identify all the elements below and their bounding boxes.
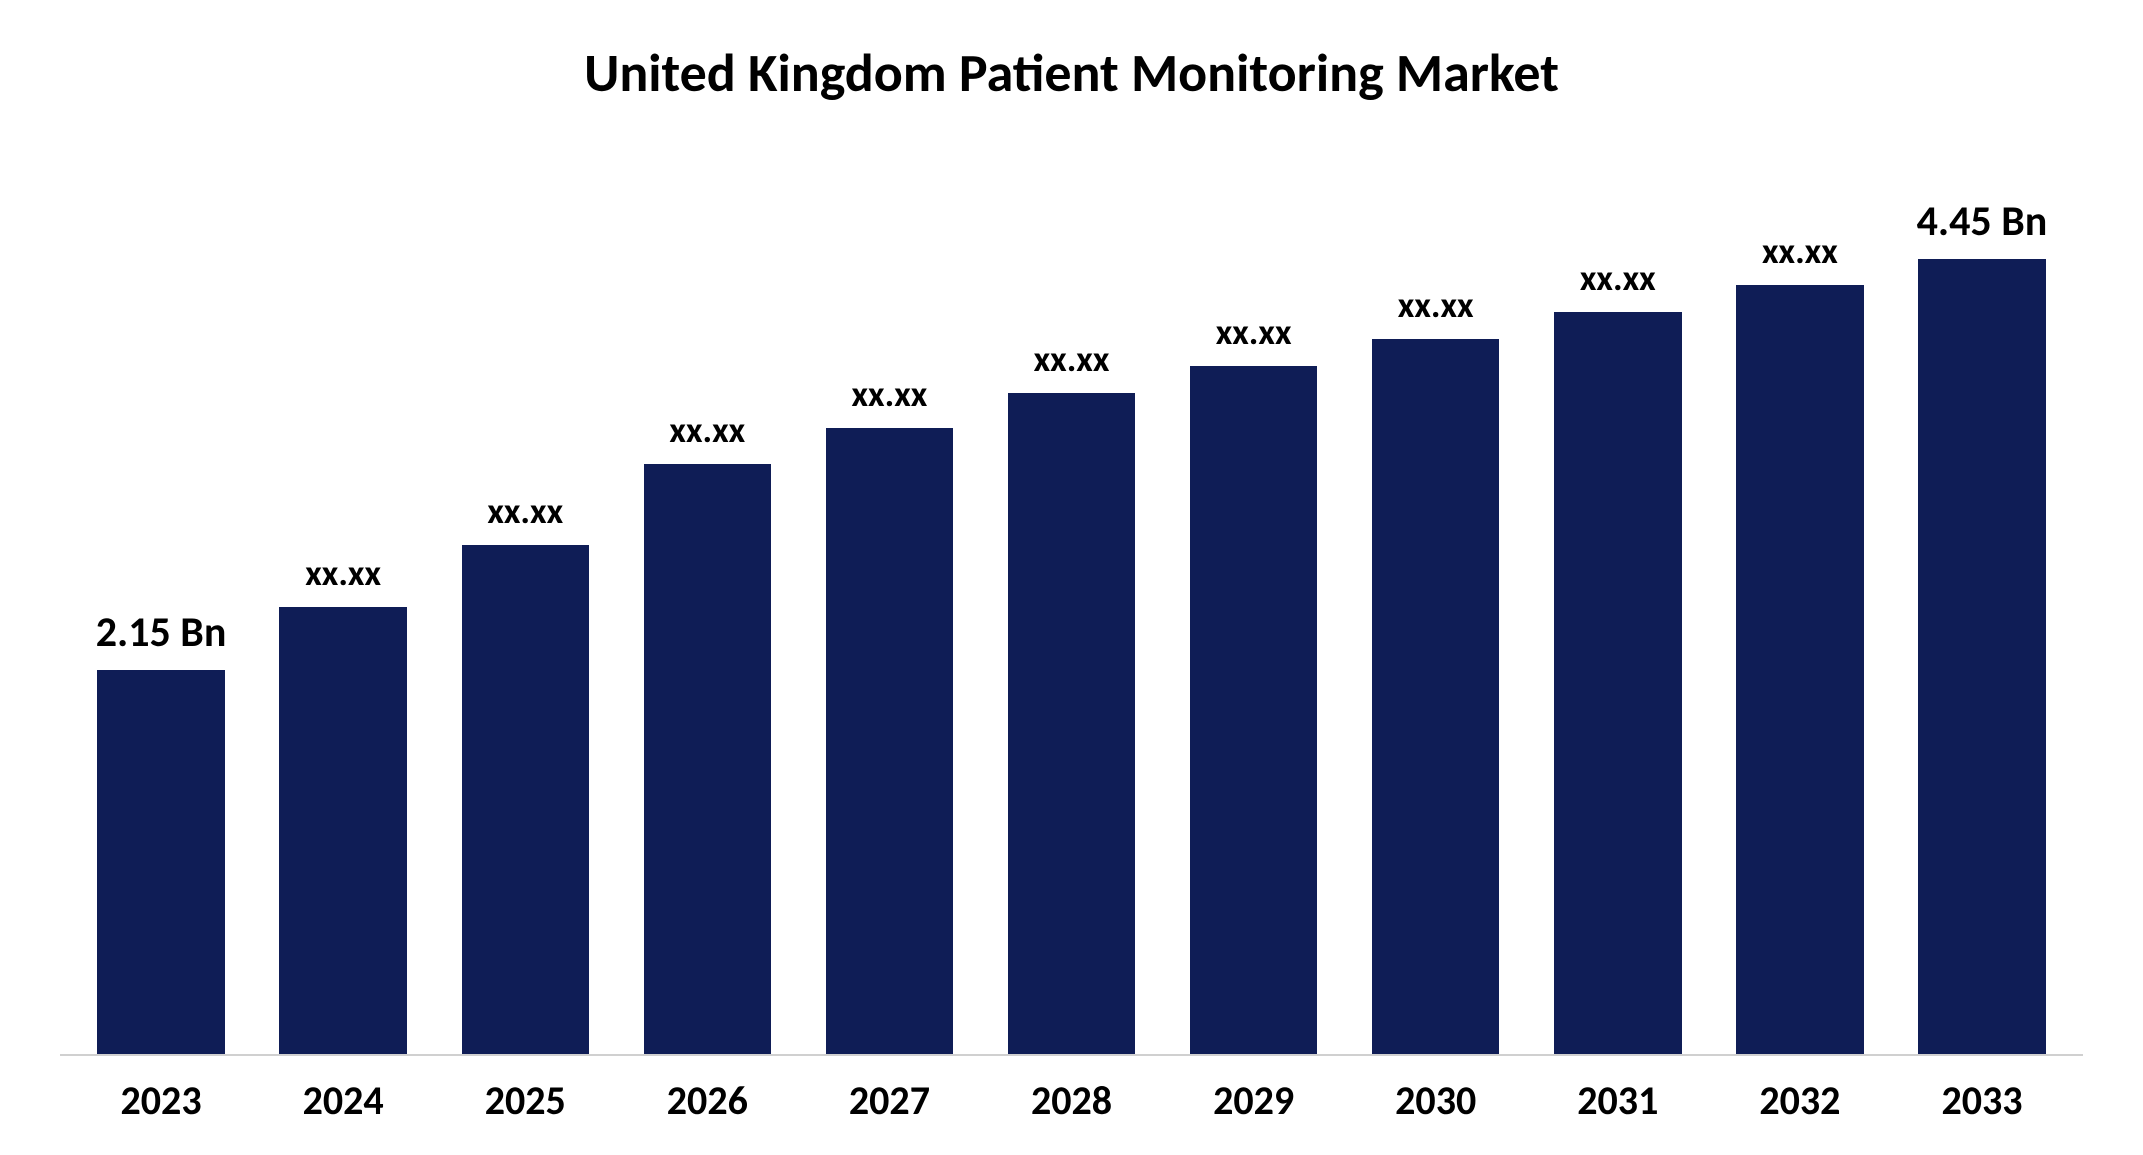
bar-slot: xx.xx — [434, 196, 616, 1054]
bar-slot: xx.xx — [616, 196, 798, 1054]
x-axis-label: 2023 — [70, 1076, 252, 1125]
x-axis-label: 2028 — [980, 1076, 1162, 1125]
bar-slot: 4.45 Bn — [1891, 196, 2073, 1054]
bar-value-label: xx.xx — [1034, 337, 1110, 393]
x-axis-label: 2031 — [1527, 1076, 1709, 1125]
bar-slot: xx.xx — [980, 196, 1162, 1054]
bar: xx.xx — [279, 607, 406, 1054]
chart-plot-area: 2.15 Bnxx.xxxx.xxxx.xxxx.xxxx.xxxx.xxxx.… — [60, 196, 2083, 1056]
x-axis-label: 2024 — [252, 1076, 434, 1125]
bar-slot: xx.xx — [1527, 196, 1709, 1054]
bar-value-label: xx.xx — [669, 408, 745, 464]
bar: xx.xx — [1372, 339, 1499, 1054]
bar: xx.xx — [1190, 366, 1317, 1054]
bar-value-label: xx.xx — [305, 551, 381, 607]
bar-slot: xx.xx — [1163, 196, 1345, 1054]
bar-slot: xx.xx — [798, 196, 980, 1054]
bar: xx.xx — [826, 428, 953, 1054]
chart-x-axis: 2023202420252026202720282029203020312032… — [60, 1056, 2083, 1125]
bar: xx.xx — [644, 464, 771, 1054]
chart-container: United Kingdom Patient Monitoring Market… — [0, 0, 2143, 1155]
bar: xx.xx — [1554, 312, 1681, 1054]
bar: xx.xx — [462, 545, 589, 1054]
bar-slot: xx.xx — [1709, 196, 1891, 1054]
bar: 2.15 Bn — [97, 670, 224, 1054]
bar-value-label: xx.xx — [1762, 229, 1838, 285]
x-axis-label: 2026 — [616, 1076, 798, 1125]
x-axis-label: 2025 — [434, 1076, 616, 1125]
bar: xx.xx — [1008, 393, 1135, 1054]
x-axis-label: 2027 — [798, 1076, 980, 1125]
bar: xx.xx — [1736, 285, 1863, 1054]
bar-value-label: 2.15 Bn — [96, 607, 227, 670]
bar-slot: 2.15 Bn — [70, 196, 252, 1054]
bar-value-label: xx.xx — [487, 489, 563, 545]
bar-value-label: xx.xx — [1580, 256, 1656, 312]
x-axis-label: 2030 — [1345, 1076, 1527, 1125]
x-axis-label: 2033 — [1891, 1076, 2073, 1125]
x-axis-label: 2032 — [1709, 1076, 1891, 1125]
bar: 4.45 Bn — [1918, 259, 2045, 1054]
bar-slot: xx.xx — [1345, 196, 1527, 1054]
bar-value-label: xx.xx — [1216, 310, 1292, 366]
bar-slot: xx.xx — [252, 196, 434, 1054]
x-axis-label: 2029 — [1163, 1076, 1345, 1125]
bar-value-label: xx.xx — [852, 372, 928, 428]
chart-title: United Kingdom Patient Monitoring Market — [60, 40, 2083, 106]
bar-value-label: 4.45 Bn — [1917, 196, 2048, 259]
bar-value-label: xx.xx — [1398, 283, 1474, 339]
